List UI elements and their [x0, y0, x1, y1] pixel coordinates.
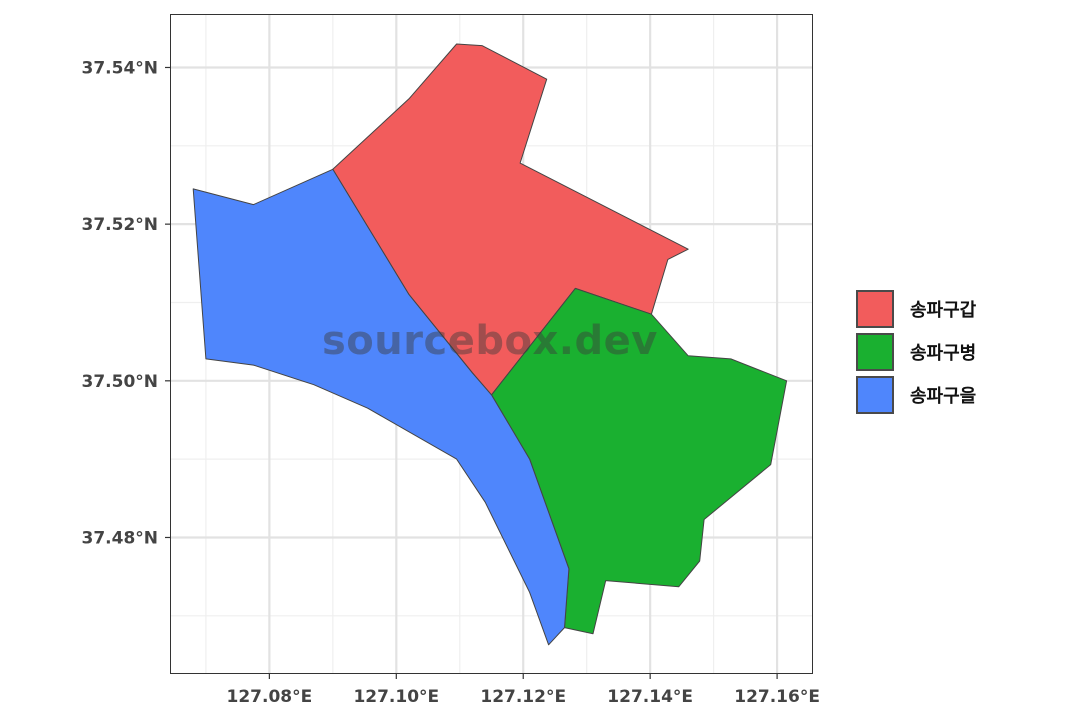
district-layer: [192, 43, 788, 646]
legend-label: 송파구을: [910, 385, 977, 407]
legend: 송파구갑 송파구병 송파구을: [856, 287, 976, 416]
axes: 127.08°E 127.10°E 127.12°E 127.14°E 127.16°E…: [82, 58, 820, 707]
x-tick-label: 127.10°E: [353, 687, 439, 707]
x-tick-label: 127.12°E: [480, 687, 566, 707]
legend-label: 송파구갑: [910, 299, 977, 321]
panel-border: [170, 14, 813, 674]
y-tick-label: 37.54°N: [82, 58, 159, 78]
legend-label: 송파구병: [910, 342, 977, 364]
legend-item: 송파구을: [856, 373, 976, 416]
legend-item: 송파구병: [856, 330, 976, 373]
legend-swatch: [856, 332, 894, 371]
y-tick-label: 37.48°N: [82, 528, 159, 548]
y-tick-label: 37.52°N: [82, 215, 159, 235]
watermark: sourcebox.dev: [322, 318, 658, 364]
y-tick-label: 37.50°N: [82, 372, 159, 392]
x-tick-label: 127.14°E: [607, 687, 693, 707]
legend-swatch: [856, 375, 894, 414]
legend-item: 송파구갑: [856, 287, 976, 330]
x-tick-label: 127.08°E: [227, 687, 313, 707]
district-polygon: [192, 168, 570, 646]
x-tick-label: 127.16°E: [734, 687, 820, 707]
legend-swatch: [856, 289, 894, 328]
